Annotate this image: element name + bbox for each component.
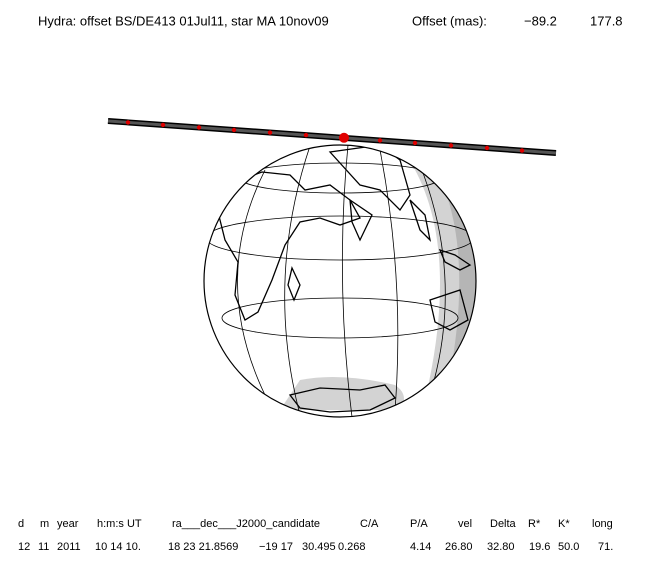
- globe: [203, 144, 477, 418]
- offset-label: Offset (mas):: [412, 13, 487, 28]
- table-cell: 11: [38, 541, 49, 553]
- offset-y: 177.8: [590, 13, 623, 28]
- table-cell: 4.14: [410, 541, 431, 553]
- night-zone: [425, 150, 476, 417]
- column-header: long: [592, 518, 613, 530]
- column-header: ra___dec___J2000_candidate: [172, 518, 320, 530]
- table-cell: 71.: [598, 541, 613, 553]
- table-cell: 10 14 10.: [95, 541, 141, 553]
- column-header: h:m:s UT: [97, 518, 142, 530]
- title: Hydra: offset BS/DE413 01Jul11, star MA …: [38, 13, 329, 28]
- offset-x: −89.2: [524, 13, 557, 28]
- column-header: vel: [458, 518, 472, 530]
- column-header: C/A: [360, 518, 379, 530]
- shadow-track: [107, 118, 557, 156]
- table-cell: 18 23 21.8569: [168, 541, 238, 553]
- column-header: K*: [558, 518, 570, 530]
- coastlines: [217, 145, 472, 413]
- column-header: R*: [528, 518, 541, 530]
- table-cell: 0.268: [338, 541, 366, 553]
- closest-approach: [339, 132, 349, 143]
- polar-shade: [280, 376, 404, 410]
- table-cell: 32.80: [487, 541, 515, 553]
- event-table: d m year h:m:s UT ra___dec___J2000_candidate…: [18, 518, 613, 553]
- column-header: Delta: [490, 518, 517, 530]
- table-cell: 26.80: [445, 541, 473, 553]
- column-header: d: [18, 518, 24, 530]
- table-cell: 30.495: [302, 541, 336, 553]
- table-cell: −19 17: [259, 541, 293, 553]
- table-cell: 50.0: [558, 541, 579, 553]
- column-header: m: [40, 518, 49, 530]
- table-cell: 19.6: [529, 541, 550, 553]
- table-cell: 2011: [57, 541, 81, 553]
- column-header: P/A: [410, 518, 428, 530]
- table-cell: 12: [18, 541, 30, 553]
- column-header: year: [57, 518, 79, 530]
